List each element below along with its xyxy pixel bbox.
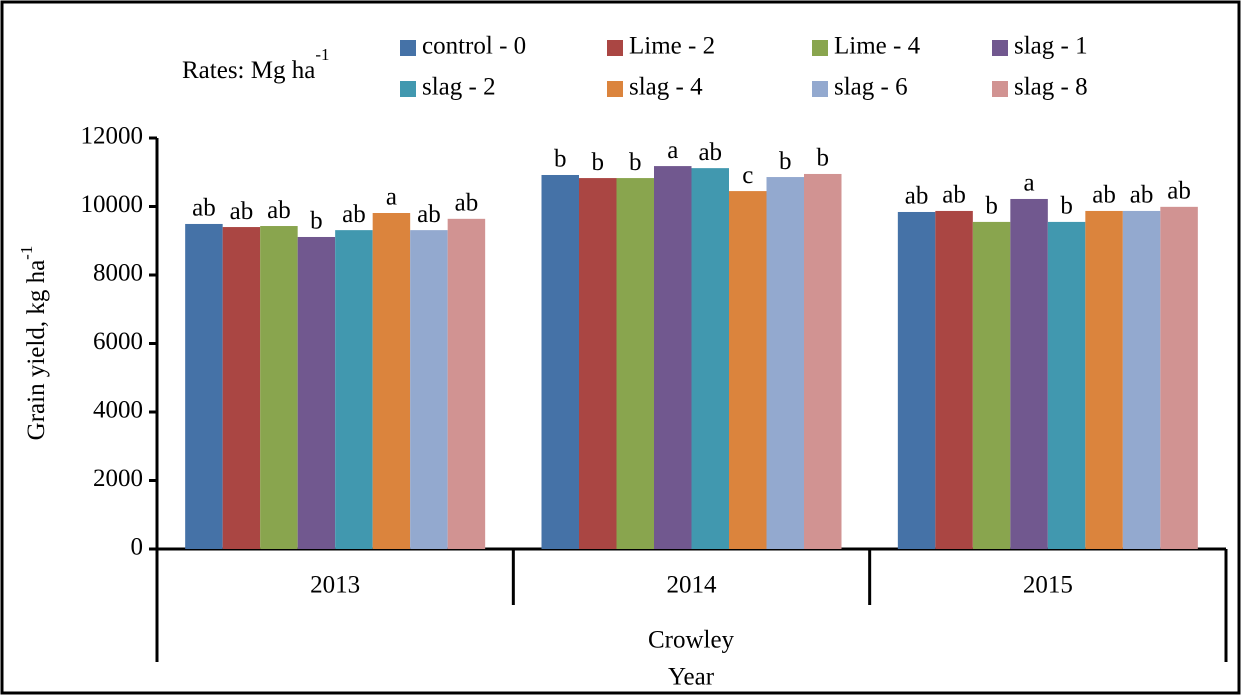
bar-letter: b — [592, 149, 605, 176]
legend-swatch — [607, 81, 623, 97]
x-tick-label: 2014 — [667, 572, 718, 599]
bar-letter: ab — [267, 197, 291, 224]
legend-swatch — [812, 40, 828, 56]
legend-swatch — [607, 40, 623, 56]
bar — [541, 174, 579, 550]
bar-letter: a — [386, 184, 397, 211]
legend-label: slag - 8 — [1014, 74, 1088, 101]
bar-letter: b — [817, 145, 830, 172]
bar-letter: ab — [942, 182, 966, 209]
bar — [654, 166, 692, 549]
bar-letter: b — [629, 149, 642, 176]
legend-label: Lime - 2 — [629, 33, 715, 60]
x-axis-label: Year — [668, 664, 715, 691]
bar — [1047, 221, 1086, 549]
legend-swatch — [992, 40, 1008, 56]
bar — [335, 230, 373, 549]
bar — [579, 178, 617, 549]
y-tick-label: 2000 — [93, 465, 143, 492]
bar-letter: ab — [342, 201, 366, 228]
bar — [260, 226, 298, 549]
bar — [1085, 210, 1123, 549]
y-tick-label: 4000 — [93, 397, 143, 424]
bar — [372, 213, 411, 549]
y-tick-label: 0 — [131, 534, 144, 561]
bar-letter: ab — [417, 201, 441, 228]
bar — [691, 168, 729, 549]
legend-label: slag - 2 — [422, 74, 496, 101]
bar — [897, 211, 936, 550]
y-tick-label: 8000 — [93, 260, 143, 287]
bar — [935, 210, 973, 549]
legend-label: slag - 4 — [629, 74, 703, 101]
bar-letter: c — [742, 162, 753, 189]
bar-letter: ab — [1130, 182, 1154, 209]
bar — [972, 221, 1011, 549]
bar-letter: b — [779, 148, 792, 175]
legend-label: slag - 6 — [834, 74, 908, 101]
bar-letter: b — [985, 193, 998, 220]
legend-swatch — [400, 40, 416, 56]
bar-letter: b — [1060, 193, 1073, 220]
y-tick-label: 6000 — [93, 328, 143, 355]
bar-letter: ab — [1167, 178, 1191, 205]
legend-label: Lime - 4 — [834, 33, 921, 60]
bar-letter: b — [310, 208, 323, 235]
bar — [1160, 206, 1198, 549]
bar-letter: b — [554, 146, 567, 173]
bar — [766, 177, 804, 550]
bar-letter: ab — [905, 183, 929, 210]
bar — [447, 218, 486, 549]
bar — [1010, 198, 1048, 549]
y-axis-label: Grain yield, kg ha-1 — [17, 246, 50, 441]
bar-letter: ab — [230, 198, 254, 225]
bar — [297, 236, 336, 550]
bar — [185, 223, 223, 549]
bar-letter: a — [1024, 170, 1035, 197]
bar — [410, 230, 448, 549]
bar — [729, 191, 767, 549]
group-label: Crowley — [648, 627, 735, 654]
bar — [616, 178, 654, 549]
legend-title: Rates: Mg ha-1 — [182, 45, 330, 84]
bar-letter: ab — [698, 139, 722, 166]
bar — [1122, 210, 1161, 549]
x-tick-label: 2015 — [1023, 572, 1073, 599]
y-tick-label: 10000 — [81, 191, 144, 218]
x-tick-label: 2013 — [310, 572, 360, 599]
y-tick-label: 12000 — [81, 123, 144, 150]
legend-label: control - 0 — [422, 33, 526, 60]
bar-letter: a — [667, 137, 678, 164]
legend-swatch — [400, 81, 416, 97]
legend-swatch — [812, 81, 828, 97]
bar-letter: ab — [192, 195, 216, 222]
bar — [222, 227, 261, 550]
legend-label: slag - 1 — [1014, 33, 1088, 60]
bar-letter: ab — [455, 190, 479, 217]
legend-swatch — [992, 81, 1008, 97]
bar-letter: ab — [1092, 182, 1116, 209]
bar — [804, 173, 842, 549]
